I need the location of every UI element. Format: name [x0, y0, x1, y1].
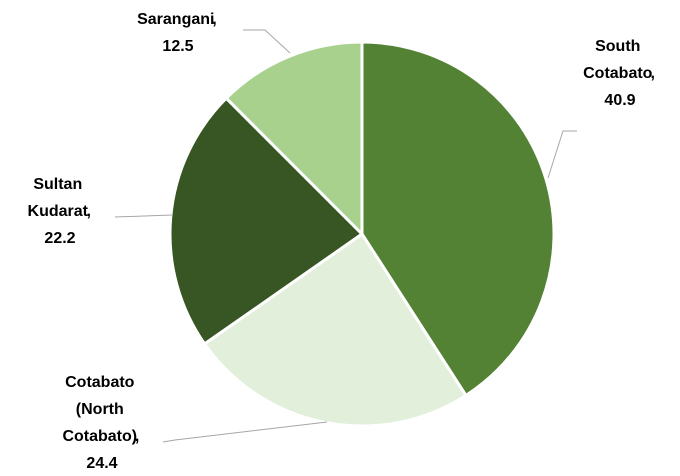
- leader-line: [243, 29, 291, 54]
- label-separator: ,: [135, 428, 139, 445]
- labels: South Cotabato, 40.9 Cotabato (North Cotab…: [28, 11, 655, 472]
- leader-line: [162, 421, 328, 443]
- value-label: 22.2: [44, 230, 75, 247]
- leader-line: [547, 130, 577, 179]
- value-label: 12.5: [162, 38, 193, 55]
- slice: [168, 96, 364, 346]
- leader-line: [114, 214, 173, 218]
- value-label: 40.9: [604, 92, 635, 109]
- label-separator: ,: [212, 11, 216, 28]
- slice-label: South Cotabato: [583, 38, 653, 82]
- pie: [168, 40, 556, 428]
- label-separator: ,: [650, 65, 654, 82]
- slice-label: Sultan Kudarat: [28, 176, 89, 220]
- label-separator: ,: [86, 203, 90, 220]
- slice: [224, 40, 364, 236]
- slice-label: Sarangani: [137, 11, 214, 28]
- value-label: 24.4: [86, 455, 117, 472]
- slice-label: Cotabato (North Cotabato): [62, 374, 138, 445]
